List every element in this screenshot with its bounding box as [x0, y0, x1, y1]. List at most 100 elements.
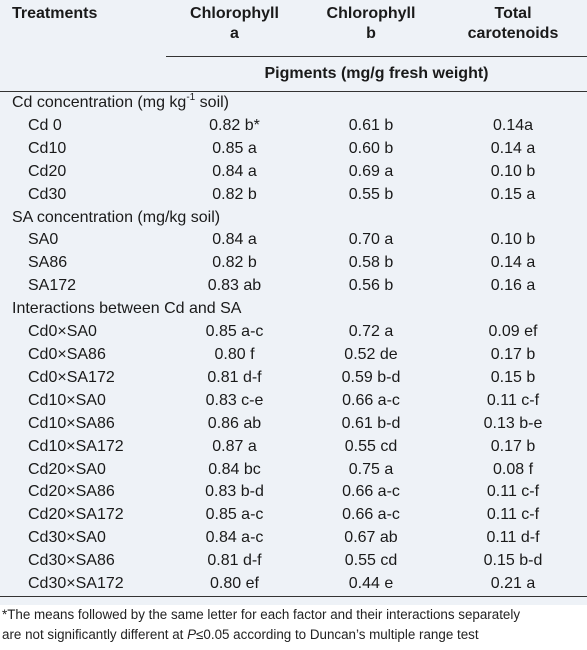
chl-a-cell: 0.84 bc [208, 460, 261, 478]
group-row-inter: Interactions between Cd and SA [0, 298, 587, 321]
chl-a-cell: 0.82 b [212, 185, 257, 203]
chl-a-cell: 0.81 d-f [207, 368, 262, 386]
chl-b-cell: 0.70 a [348, 231, 394, 249]
chl-a-cell: 0.83 ab [207, 277, 262, 295]
table-row: Cd0×SA0 0.85 a-c 0.72 a 0.09 ef [0, 321, 587, 344]
chl-b-cell: 0.61 b [348, 116, 394, 134]
carotenoids-cell: 0.14 a [490, 254, 536, 272]
carotenoids-cell: 0.16 a [490, 277, 536, 295]
units-spacer [0, 56, 166, 92]
treatment-cell: Cd 0 [28, 116, 62, 134]
table-row: Cd10×SA172 0.87 a 0.55 cd 0.17 b [0, 436, 587, 459]
treatment-cell: Cd20×SA172 [28, 506, 124, 524]
treatment-cell: SA0 [28, 231, 59, 249]
table-row: Cd30×SA172 0.80 ef 0.44 e 0.21 a [0, 573, 587, 597]
chl-a-cell: 0.85 a-c [205, 323, 264, 341]
chl-a-cell: 0.84 a [212, 231, 257, 249]
units-header-row: Pigments (mg/g fresh weight) [0, 56, 587, 92]
chl-a-cell: 0.80 ef [166, 573, 303, 597]
table-row: SA86 0.82 b 0.58 b 0.14 a [0, 252, 587, 275]
treatment-cell: Cd30×SA0 [28, 529, 106, 547]
table-row: Cd20×SA0 0.84 bc 0.75 a 0.08 f [0, 459, 587, 482]
table-row: Cd0×SA86 0.80 f 0.52 de 0.17 b [0, 344, 587, 367]
chl-b-cell: 0.59 b-d [341, 368, 401, 386]
carotenoids-cell: 0.15 b-d [483, 552, 543, 570]
treatment-cell: Cd20×SA0 [28, 460, 106, 478]
chl-b-cell: 0.69 a [348, 162, 394, 180]
table-row: SA172 0.83 ab 0.56 b 0.16 a [0, 275, 587, 298]
group-label-cd: Cd concentration (mg kg-1 soil) [12, 91, 229, 111]
group-label-sa: SA concentration (mg/kg soil) [12, 208, 221, 226]
table-row: Cd10×SA86 0.86 ab 0.61 b-d 0.13 b-e [0, 413, 587, 436]
table-row: SA0 0.84 a 0.70 a 0.10 b [0, 229, 587, 252]
chl-a-cell: 0.82 b* [209, 116, 260, 134]
carotenoids-header: Total carotenoids [439, 0, 587, 57]
header-row: Treatments Chlorophyll a Chlorophyll b Tot… [0, 0, 587, 57]
chl-b-cell: 0.75 a [348, 460, 394, 478]
carotenoids-cell: 0.11 d-f [486, 529, 540, 547]
table-row: Cd30×SA86 0.81 d-f 0.55 cd 0.15 b-d [0, 550, 587, 573]
table-row: Cd20×SA86 0.83 b-d 0.66 a-c 0.11 c-f [0, 481, 587, 504]
table-row: Cd 0 0.82 b* 0.61 b 0.14a [0, 115, 587, 138]
treatment-cell: Cd10×SA86 [28, 414, 115, 432]
chl-b-cell: 0.61 b-d [341, 414, 401, 432]
carotenoids-cell: 0.14a [492, 116, 534, 134]
chl-b-cell: 0.58 b [348, 254, 394, 272]
chl-a-cell: 0.83 c-e [205, 391, 264, 409]
chl-a-header: Chlorophyll a [166, 0, 303, 57]
carotenoids-cell: 0.15 b [490, 368, 536, 386]
chl-a-cell: 0.85 a-c [205, 506, 264, 524]
carotenoids-cell: 0.11 c-f [486, 391, 540, 409]
treatment-cell: SA172 [28, 277, 77, 295]
chl-a-cell: 0.81 d-f [207, 552, 262, 570]
treatment-cell: Cd10×SA0 [28, 391, 106, 409]
chl-b-cell: 0.55 b [348, 185, 394, 203]
table-row: Cd30 0.82 b 0.55 b 0.15 a [0, 184, 587, 207]
table-row: Cd20×SA172 0.85 a-c 0.66 a-c 0.11 c-f [0, 504, 587, 527]
treatment-cell: Cd30×SA172 [0, 573, 166, 597]
pigments-table: Treatments Chlorophyll a Chlorophyll b Tot… [0, 0, 587, 597]
treatment-cell: SA86 [28, 254, 68, 272]
chl-b-cell: 0.72 a [348, 323, 394, 341]
table-footnote: *The means followed by the same letter f… [0, 605, 587, 645]
table-row: Cd10 0.85 a 0.60 b 0.14 a [0, 138, 587, 161]
treatment-cell: Cd30×SA86 [28, 552, 115, 570]
table-body: Cd concentration (mg kg-1 soil) Cd 0 0.82… [0, 92, 587, 597]
chl-b-cell: 0.66 a-c [342, 391, 400, 409]
chl-b-header: Chlorophyll b [303, 0, 439, 57]
chl-b-cell: 0.67 ab [344, 529, 398, 547]
carotenoids-cell: 0.17 b [490, 437, 536, 455]
chl-a-cell: 0.82 b [212, 254, 257, 272]
chl-a-cell: 0.80 f [214, 345, 255, 363]
carotenoids-cell: 0.21 a [439, 573, 587, 597]
carotenoids-cell: 0.09 ef [488, 323, 538, 341]
treatment-cell: Cd10×SA172 [28, 437, 124, 455]
results-table-panel: Treatments Chlorophyll a Chlorophyll b Tot… [0, 0, 587, 623]
chl-b-cell: 0.52 de [344, 345, 398, 363]
table-row: Cd20 0.84 a 0.69 a 0.10 b [0, 161, 587, 184]
table-row: Cd0×SA172 0.81 d-f 0.59 b-d 0.15 b [0, 367, 587, 390]
chl-a-cell: 0.84 a-c [205, 529, 264, 547]
chl-b-cell: 0.44 e [303, 573, 439, 597]
group-label-inter: Interactions between Cd and SA [12, 300, 242, 318]
treatment-cell: Cd0×SA172 [28, 368, 115, 386]
carotenoids-cell: 0.11 c-f [486, 483, 540, 501]
chl-a-cell: 0.85 a [212, 139, 257, 157]
treatment-cell: Cd0×SA0 [28, 323, 97, 341]
table-row: Cd10×SA0 0.83 c-e 0.66 a-c 0.11 c-f [0, 390, 587, 413]
treatments-header: Treatments [12, 5, 98, 22]
chl-b-cell: 0.60 b [348, 139, 394, 157]
treatment-cell: Cd10 [28, 139, 67, 157]
table-row: Cd30×SA0 0.84 a-c 0.67 ab 0.11 d-f [0, 527, 587, 550]
chl-a-cell: 0.83 b-d [205, 483, 264, 501]
carotenoids-cell: 0.13 b-e [483, 414, 543, 432]
group-row-cd: Cd concentration (mg kg-1 soil) [0, 92, 587, 115]
chl-b-cell: 0.55 cd [344, 552, 398, 570]
treatment-cell: Cd30 [28, 185, 67, 203]
group-row-sa: SA concentration (mg/kg soil) [0, 207, 587, 230]
chl-a-cell: 0.87 a [212, 437, 257, 455]
chl-a-cell: 0.84 a [212, 162, 257, 180]
carotenoids-cell: 0.15 a [490, 185, 536, 203]
treatment-cell: Cd20×SA86 [28, 483, 115, 501]
carotenoids-cell: 0.10 b [490, 231, 536, 249]
